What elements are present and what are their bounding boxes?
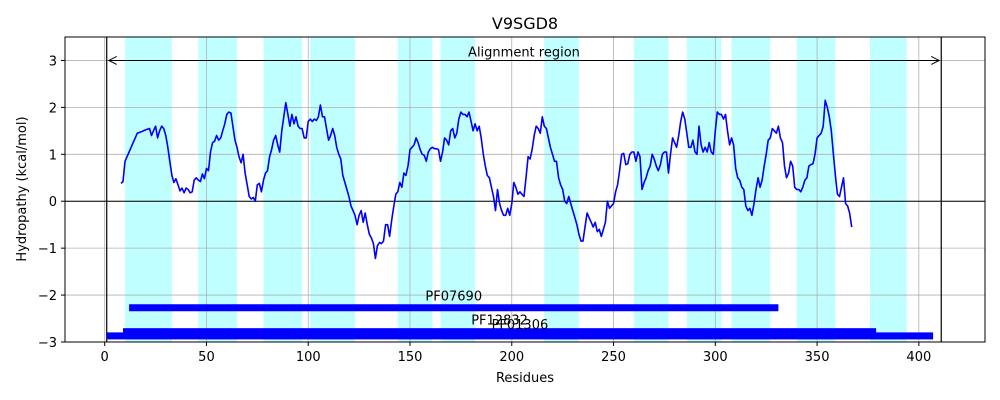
alignment-region-label: Alignment region — [468, 45, 580, 60]
x-tick-label: 250 — [601, 350, 626, 365]
shaded-region-9 — [686, 37, 722, 342]
domain-bar-pf12832 — [123, 328, 877, 336]
x-tick-label: 400 — [906, 350, 931, 365]
shaded-region-6 — [440, 37, 476, 342]
alignment-arrow-left-head — [107, 56, 117, 65]
y-tick-label: 2 — [49, 101, 57, 116]
shaded-region-12 — [870, 37, 907, 342]
x-tick-label: 200 — [499, 350, 524, 365]
axis-ticks: 0 50 100 150 200 250 300 350 400 −3 −2 −1 0 1 2 3 — [38, 54, 931, 365]
shaded-region-1 — [125, 37, 172, 342]
domain-label-pf01306: PF01306 — [492, 318, 549, 333]
shaded-region-10 — [731, 37, 771, 342]
shaded-regions — [125, 37, 907, 342]
shaded-region-5 — [397, 37, 433, 342]
domain-label-pf12832: PF12832 — [471, 314, 528, 329]
domain-label-pf07690: PF07690 — [425, 290, 482, 305]
shaded-region-3 — [263, 37, 303, 342]
plot-frame — [64, 36, 986, 343]
x-tick-label: 350 — [805, 350, 830, 365]
shaded-region-2 — [198, 37, 237, 342]
shaded-region-7 — [544, 37, 579, 342]
alignment-arrow-right-head — [931, 56, 941, 65]
y-tick-label: 1 — [49, 148, 57, 163]
x-tick-label: 100 — [296, 350, 321, 365]
y-tick-label: 0 — [49, 195, 57, 210]
shaded-region-11 — [796, 37, 836, 342]
x-tick-label: 0 — [101, 350, 109, 365]
y-tick-label: −2 — [38, 289, 57, 304]
y-tick-label: −1 — [38, 242, 57, 257]
domain-bar-pf07690 — [129, 304, 779, 312]
x-tick-label: 150 — [398, 350, 423, 365]
reference-lines — [65, 37, 985, 342]
y-axis-label: Hydropathy (kcal/mol) — [15, 116, 30, 261]
y-tick-label: −3 — [38, 336, 57, 351]
domain-bar-pf01306 — [106, 332, 934, 340]
x-tick-label: 300 — [703, 350, 728, 365]
shaded-region-8 — [633, 37, 669, 342]
hydropathy-series-line — [120, 99, 853, 260]
chart-title: V9SGD8 — [492, 14, 558, 33]
shaded-region-4 — [310, 37, 356, 342]
series-layer — [120, 99, 853, 260]
x-tick-label: 50 — [198, 350, 215, 365]
y-tick-label: 3 — [49, 54, 57, 69]
alignment-annotation: Alignment region — [107, 45, 941, 65]
x-axis-label: Residues — [496, 371, 554, 386]
